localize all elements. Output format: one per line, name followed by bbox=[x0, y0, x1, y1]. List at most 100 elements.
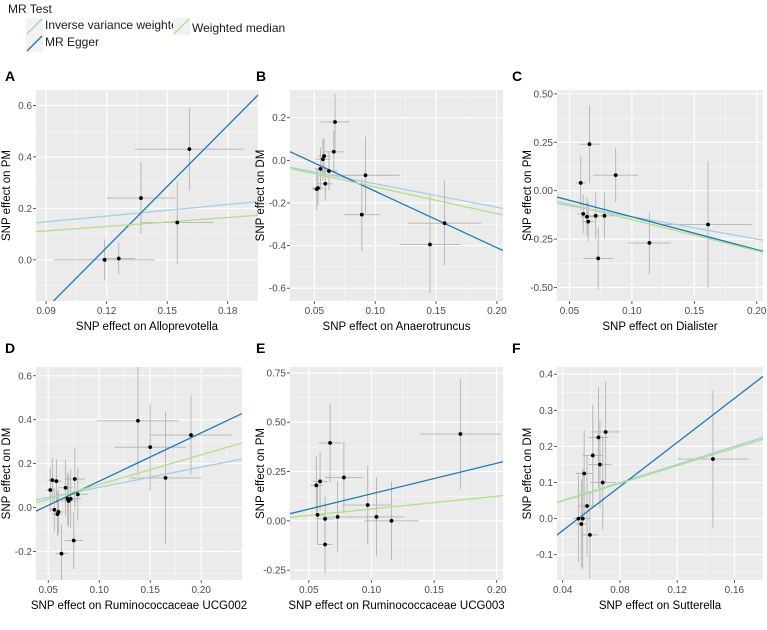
x-tick-label: 0.12 bbox=[97, 306, 117, 317]
y-tick-label: 0.00 bbox=[267, 516, 287, 527]
data-point bbox=[588, 533, 592, 537]
y-axis-title: SNP effect on PM bbox=[522, 150, 534, 241]
data-point bbox=[390, 519, 394, 523]
y-tick-label: 0.1 bbox=[539, 478, 553, 489]
data-point bbox=[366, 503, 370, 507]
x-tick-label: 0.08 bbox=[610, 585, 630, 596]
data-point bbox=[314, 483, 318, 487]
y-tick-label: 0.2 bbox=[539, 442, 553, 453]
data-point bbox=[711, 457, 715, 461]
data-point bbox=[73, 477, 77, 481]
data-point bbox=[459, 432, 463, 436]
data-point bbox=[187, 147, 191, 151]
y-tick-label: 0.4 bbox=[18, 152, 32, 163]
x-axis-title: SNP effect on Ruminococcaceae UCG002 bbox=[31, 600, 247, 612]
legend-title: MR Test bbox=[8, 2, 52, 16]
x-tick-label: 0.20 bbox=[487, 585, 507, 596]
legend-label: Inverse variance weighted bbox=[45, 18, 184, 32]
data-point bbox=[327, 169, 331, 173]
data-point bbox=[54, 479, 58, 483]
data-point bbox=[603, 214, 607, 218]
panel-letter: B bbox=[256, 68, 266, 84]
y-tick-label: 0.3 bbox=[539, 406, 553, 417]
data-point bbox=[328, 441, 332, 445]
data-point bbox=[189, 433, 193, 437]
data-point bbox=[57, 510, 61, 514]
x-tick-label: 0.20 bbox=[747, 306, 767, 317]
data-point bbox=[342, 476, 346, 480]
x-tick-label: 0.15 bbox=[424, 585, 444, 596]
x-tick-label: 0.12 bbox=[667, 585, 687, 596]
x-tick-label: 0.20 bbox=[487, 306, 507, 317]
x-tick-label: 0.05 bbox=[305, 306, 325, 317]
x-tick-label: 0.05 bbox=[39, 585, 59, 596]
data-point bbox=[48, 488, 52, 492]
data-point bbox=[136, 419, 140, 423]
panel-b: 0.05 0.10 0.15 0.200.20.0-0.2-0.4-0.6BSNP e… bbox=[255, 68, 527, 333]
data-point bbox=[323, 543, 327, 547]
data-point bbox=[139, 196, 143, 200]
y-tick-label: 0.50 bbox=[534, 89, 554, 100]
data-point bbox=[332, 150, 336, 154]
x-tick-label: 0.20 bbox=[191, 585, 211, 596]
plot-background bbox=[557, 90, 763, 301]
data-point bbox=[103, 258, 107, 262]
panel-a: 0.09 0.12 0.15 0.18 0.0 0.2 0.4 0.6 A SNP effect … bbox=[1, 68, 258, 333]
x-axis-title: SNP effect on Ruminococcaceae UCG003 bbox=[288, 600, 504, 612]
y-tick-label: 0.25 bbox=[267, 467, 287, 478]
data-point bbox=[164, 476, 168, 480]
data-point bbox=[52, 508, 56, 512]
plot-background bbox=[36, 90, 258, 301]
data-point bbox=[597, 435, 601, 439]
y-tick-label: 0.4 bbox=[18, 415, 32, 426]
panel-letter: F bbox=[512, 340, 521, 356]
x-tick-label: 0.15 bbox=[140, 585, 160, 596]
data-point bbox=[375, 515, 379, 519]
x-tick-label: 0.15 bbox=[426, 306, 446, 317]
legend-label: MR Egger bbox=[45, 35, 99, 49]
panel-letter: A bbox=[5, 68, 15, 84]
y-tick-label: 0.00 bbox=[534, 186, 554, 197]
y-tick-label: -0.2 bbox=[15, 547, 33, 558]
x-axis-title: SNP effect on Dialister bbox=[602, 321, 717, 333]
data-point bbox=[581, 517, 585, 521]
data-point bbox=[601, 481, 605, 485]
data-point bbox=[591, 454, 595, 458]
legend-key-inverse-variance-weighted bbox=[26, 18, 43, 35]
x-axis-title: SNP effect on Anaerotruncus bbox=[323, 321, 471, 333]
x-tick-label: 0.10 bbox=[622, 306, 642, 317]
x-axis-title: SNP effect on Sutterella bbox=[599, 600, 722, 612]
data-point bbox=[69, 497, 73, 501]
panel-f: 0.04 0.08 0.12 0.16 0.4 0.3 0.2 0.1 0.0 -0.1 F SNP … bbox=[512, 340, 763, 612]
x-tick-label: 0.15 bbox=[685, 306, 705, 317]
y-tick-label: -0.25 bbox=[263, 566, 286, 577]
x-tick-label: 0.10 bbox=[362, 585, 382, 596]
panel-letter: D bbox=[5, 340, 15, 356]
data-point bbox=[323, 182, 327, 186]
panel-e: 0.05 0.10 0.15 0.200.750.500.250.00-0.25ESN… bbox=[255, 340, 528, 612]
y-axis-title: SNP effect on DM bbox=[255, 150, 267, 242]
y-tick-label: 0.50 bbox=[267, 418, 287, 429]
x-tick-label: 0.10 bbox=[89, 585, 109, 596]
legend-key-weighted-median bbox=[173, 18, 190, 35]
y-axis-title: SNP effect on DM bbox=[522, 428, 534, 520]
y-tick-label: 0.4 bbox=[539, 370, 553, 381]
legend-key-mr-egger bbox=[26, 35, 43, 52]
data-point bbox=[333, 120, 337, 124]
data-point bbox=[148, 445, 152, 449]
mr-scatter-figure: MR Test Inverse variance weighted MR Egger… bbox=[0, 0, 767, 630]
panel-letter: C bbox=[512, 68, 522, 84]
y-tick-label: 0.6 bbox=[18, 371, 32, 382]
data-point bbox=[364, 173, 368, 177]
panel-letter: E bbox=[256, 340, 265, 356]
legend: MR Test Inverse variance weighted MR Egger… bbox=[8, 2, 285, 52]
x-tick-label: 0.05 bbox=[560, 306, 580, 317]
x-tick-label: 0.15 bbox=[157, 306, 177, 317]
y-tick-label: 0.2 bbox=[18, 459, 32, 470]
panels: 0.09 0.12 0.15 0.18 0.0 0.2 0.4 0.6 A SNP effect … bbox=[1, 68, 767, 612]
legend-label: Weighted median bbox=[192, 21, 285, 35]
panel-d: 0.05 0.10 0.15 0.20 0.6 0.4 0.2 0.0 -0.2 D SNP eff… bbox=[1, 340, 247, 612]
data-point bbox=[586, 220, 590, 224]
x-tick-label: 0.04 bbox=[553, 585, 573, 596]
data-point bbox=[428, 243, 432, 247]
